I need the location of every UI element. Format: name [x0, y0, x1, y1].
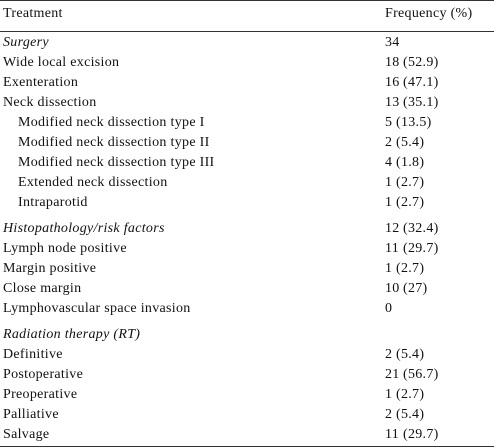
frequency: 5: [385, 115, 393, 130]
header-rule: [0, 31, 494, 32]
frequency: 34: [385, 35, 400, 50]
subrow-label: Extended neck dissection: [18, 175, 168, 190]
frequency: 1: [385, 387, 393, 402]
frequency: 10: [385, 281, 400, 296]
percent: (5.4): [396, 347, 425, 362]
row-label: Lymphovascular space invasion: [3, 301, 191, 316]
section-title: Radiation therapy (RT): [3, 327, 141, 342]
frequency: 2: [385, 347, 393, 362]
frequency: 18: [385, 55, 400, 70]
frequency: 1: [385, 195, 393, 210]
frequency: 11: [385, 241, 400, 256]
frequency: 12: [385, 221, 400, 236]
subrow-label: Modified neck dissection type I: [18, 115, 205, 130]
row-label: Preoperative: [3, 387, 78, 402]
percent: (5.4): [396, 407, 425, 422]
row-label: Postoperative: [3, 367, 84, 382]
percent: (2.7): [396, 261, 425, 276]
row-label: Margin positive: [3, 261, 97, 276]
frequency: 0: [385, 301, 393, 316]
frequency: 4: [385, 155, 393, 170]
bottom-rule: [0, 446, 494, 447]
row-label: Lymph node positive: [3, 241, 127, 256]
percent: (56.7): [403, 367, 439, 382]
row-label: Definitive: [3, 347, 63, 362]
top-rule: [0, 0, 494, 1]
subrow-label: Intraparotid: [18, 195, 88, 210]
frequency: 13: [385, 95, 400, 110]
row-label: Salvage: [3, 427, 50, 442]
section-title: Surgery: [3, 35, 49, 50]
frequency: 21: [385, 367, 400, 382]
frequency: 2: [385, 407, 393, 422]
percent: (35.1): [403, 95, 439, 110]
section-title: Histopathology/risk factors: [3, 221, 165, 236]
frequency: 16: [385, 75, 400, 90]
percent: (2.7): [396, 195, 425, 210]
percent: (1.8): [396, 155, 425, 170]
row-label: Palliative: [3, 407, 59, 422]
subrow-label: Modified neck dissection type II: [18, 135, 210, 150]
percent: (2.7): [396, 175, 425, 190]
frequency: 2: [385, 135, 393, 150]
subrow-label: Modified neck dissection type III: [18, 155, 215, 170]
column-header: Treatment: [3, 6, 63, 21]
frequency: 11: [385, 427, 400, 442]
percent: (32.4): [403, 221, 439, 236]
frequency: 1: [385, 261, 393, 276]
percent: (47.1): [403, 75, 439, 90]
row-label: Exenteration: [3, 75, 79, 90]
percent: (29.7): [403, 241, 439, 256]
row-label: Neck dissection: [3, 95, 97, 110]
percent: (13.5): [396, 115, 432, 130]
percent: (29.7): [403, 427, 439, 442]
percent: (27): [403, 281, 428, 296]
row-label: Close margin: [3, 281, 82, 296]
row-label: Wide local excision: [3, 55, 120, 70]
column-header: Frequency (%): [385, 6, 473, 21]
percent: (5.4): [396, 135, 425, 150]
frequency: 1: [385, 175, 393, 190]
percent: (52.9): [403, 55, 439, 70]
percent: (2.7): [396, 387, 425, 402]
